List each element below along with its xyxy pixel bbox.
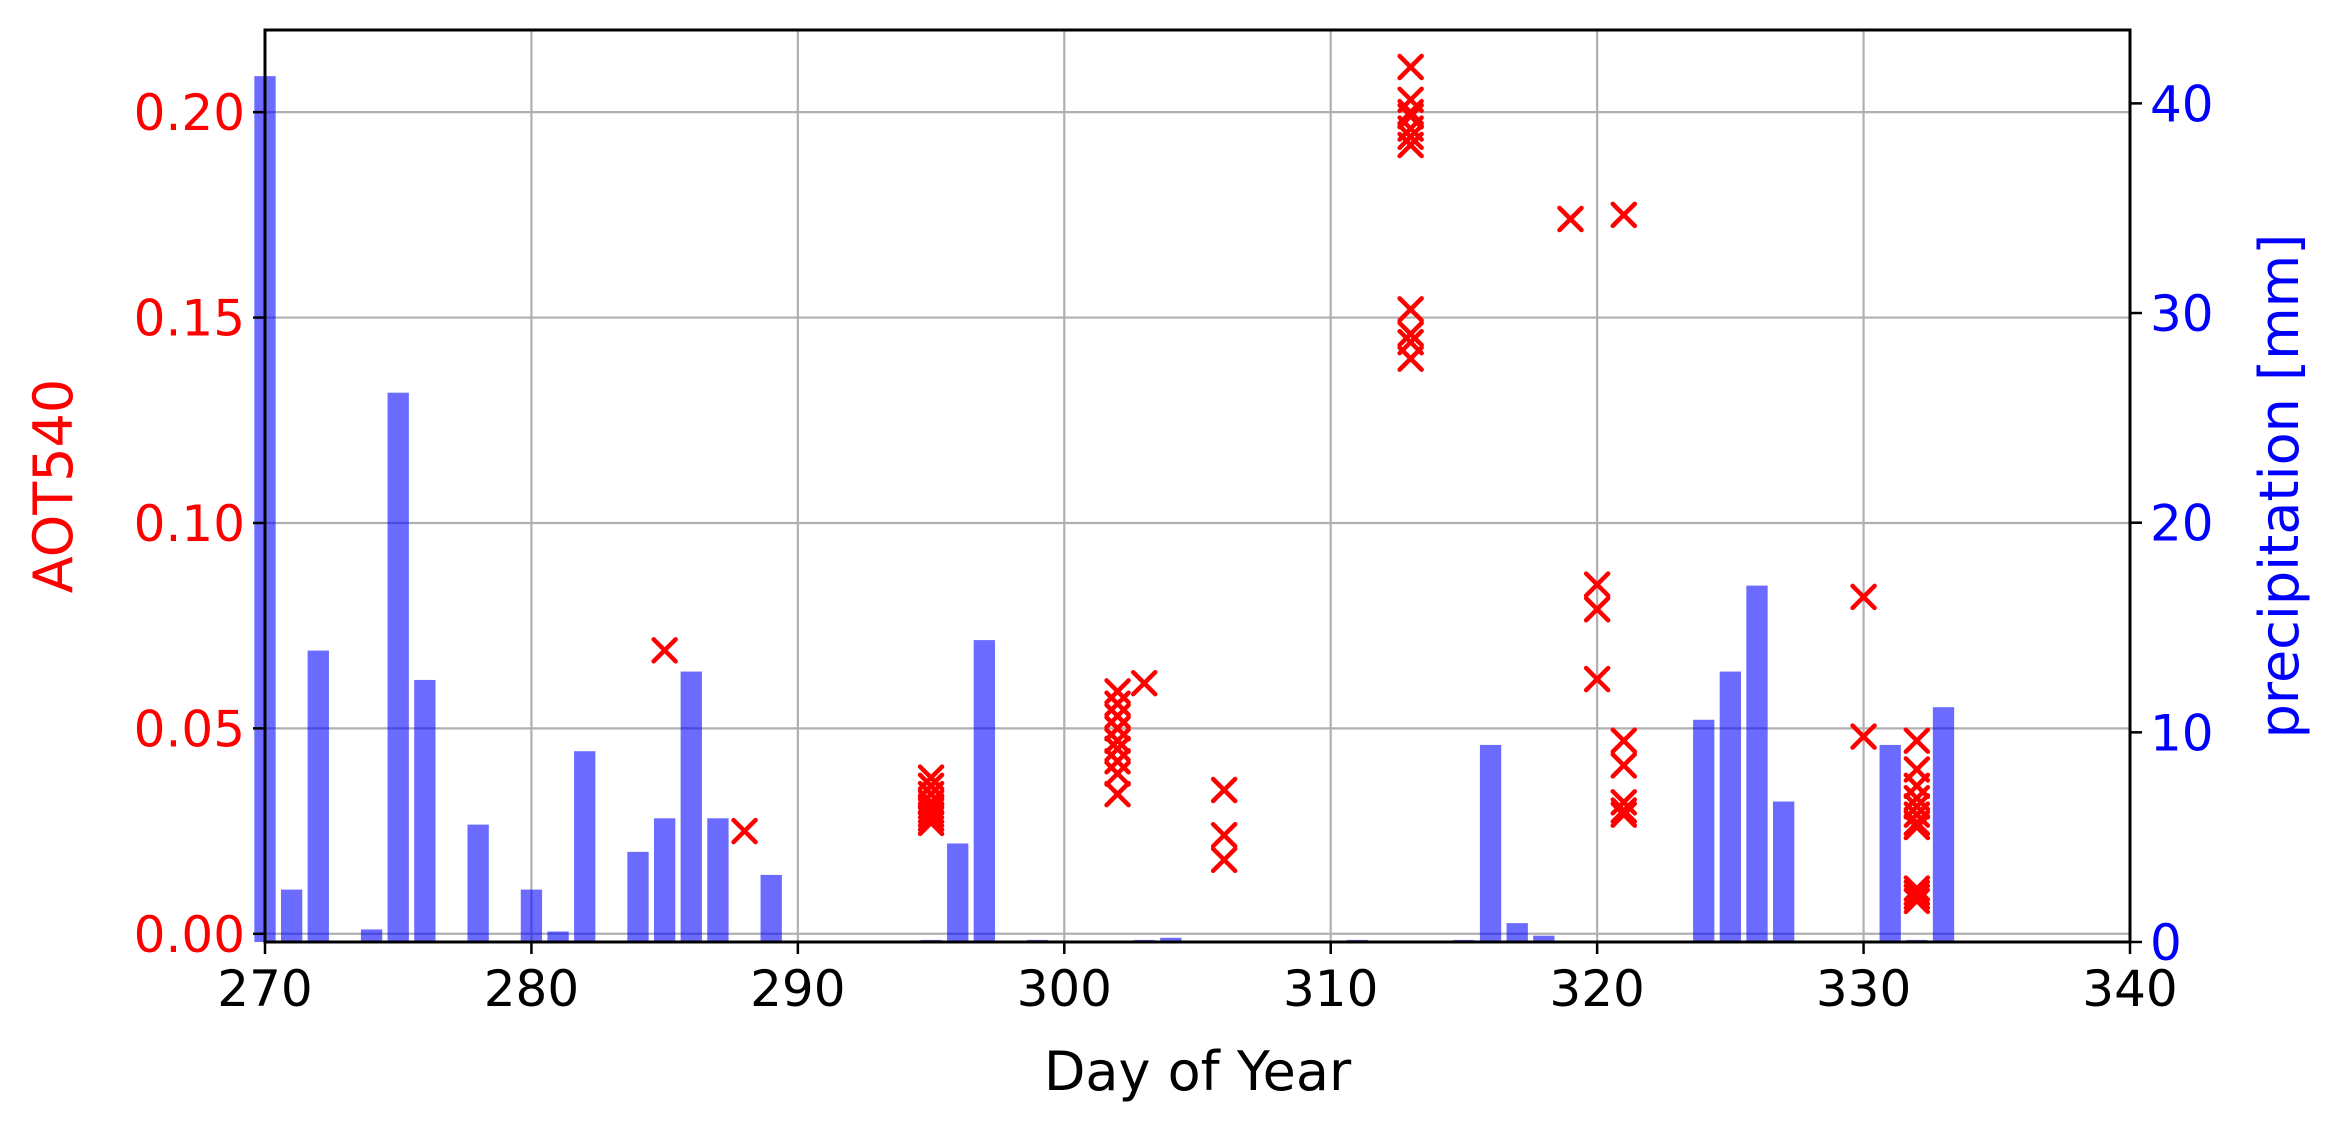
- aot540-point: [1210, 776, 1238, 804]
- precipitation-bar: [973, 640, 996, 942]
- aot540-point: [1610, 201, 1638, 229]
- precipitation-bar: [707, 818, 729, 942]
- aot540-point: [1850, 723, 1877, 750]
- x-tick-label: 290: [750, 960, 845, 1018]
- precipitation-bar: [1932, 707, 1955, 942]
- aot540-point: [917, 801, 945, 828]
- precipitation-bar: [1160, 937, 1182, 942]
- precipitation-bar: [1479, 744, 1502, 942]
- aot540-point: [1583, 665, 1611, 693]
- aot540-point: [1397, 98, 1424, 126]
- precipitation-bar: [574, 751, 596, 942]
- aot540-point: [1583, 571, 1611, 598]
- precipitation-bars: [254, 76, 1955, 942]
- precipitation-bar: [1879, 744, 1901, 942]
- x-tick-label: 330: [1816, 960, 1911, 1018]
- grid: [263, 30, 2132, 942]
- precipitation-bar: [414, 679, 436, 942]
- aot540-point: [1130, 669, 1158, 697]
- aot540-point: [1850, 583, 1877, 611]
- aot540-point: [1397, 123, 1424, 151]
- aot540-point: [1903, 809, 1931, 837]
- x-axis: 270 280 290 300 310 320 330 340: [217, 942, 2178, 1018]
- aot540-point: [1610, 727, 1638, 754]
- precipitation-bar: [1506, 923, 1528, 942]
- aot540-point: [917, 805, 945, 833]
- x-tick-label: 320: [1549, 960, 1644, 1018]
- aot540-points: [651, 53, 1931, 915]
- precipitation-bar: [627, 851, 649, 942]
- x-tick-label: 310: [1283, 960, 1378, 1018]
- left-y-axis: 0.00 0.05 0.10 0.15 0.20: [134, 84, 265, 964]
- precipitation-bar: [1693, 719, 1715, 942]
- aot540-point: [1397, 320, 1424, 348]
- right-y-tick-label: 10: [2150, 704, 2214, 762]
- aot540-point: [1397, 131, 1424, 159]
- left-y-tick-label: 0.20: [134, 84, 245, 142]
- aot540-point: [731, 817, 758, 845]
- precipitation-bar: [1746, 585, 1768, 942]
- aot540-point: [1610, 797, 1638, 824]
- right-y-axis-title: precipitation [mm]: [2248, 234, 2311, 739]
- precipitation-bar: [280, 889, 303, 942]
- aot540-point: [651, 637, 678, 664]
- aot540-point: [1104, 760, 1131, 787]
- aot540-point: [1557, 205, 1584, 233]
- precipitation-bar: [947, 843, 969, 942]
- precipitation-bar: [467, 824, 489, 942]
- precipitation-bar: [680, 671, 702, 942]
- aot540-point: [1104, 780, 1131, 808]
- precipitation-bar: [1719, 671, 1742, 942]
- aot540-point: [1903, 887, 1931, 915]
- precipitation-bar: [387, 392, 409, 942]
- right-y-tick-label: 40: [2150, 75, 2214, 133]
- x-tick-label: 270: [217, 960, 312, 1018]
- aot540-point: [1610, 801, 1638, 828]
- aot540-point: [1903, 727, 1931, 754]
- precipitation-bar: [1772, 801, 1795, 942]
- aot540-point: [1903, 883, 1931, 911]
- precipitation-bar: [360, 929, 383, 942]
- precipitation-bar: [653, 818, 676, 942]
- aot540-point: [1397, 345, 1424, 372]
- aot540-point: [1104, 727, 1131, 754]
- aot540-point: [1210, 821, 1238, 849]
- aot540-point: [1610, 752, 1638, 779]
- x-axis-title: Day of Year: [1044, 1040, 1352, 1103]
- right-y-tick-label: 0: [2150, 914, 2182, 972]
- left-y-tick-label: 0.00: [134, 906, 245, 964]
- right-y-axis: 0 10 20 30 40: [2130, 75, 2214, 972]
- x-tick-label: 340: [2082, 960, 2177, 1018]
- left-y-tick-label: 0.10: [134, 495, 245, 553]
- x-tick-label: 300: [1017, 960, 1112, 1018]
- left-y-axis-title: AOT540: [22, 379, 85, 594]
- right-y-tick-label: 20: [2150, 495, 2214, 553]
- aot540-point: [1397, 53, 1424, 81]
- aot540-point: [1397, 296, 1424, 323]
- aot540-point: [917, 809, 945, 837]
- aot540-point: [1210, 846, 1238, 874]
- aot540-point: [1583, 595, 1611, 623]
- precipitation-bar: [520, 889, 543, 942]
- aot540-point: [1903, 813, 1931, 841]
- precipitation-bar: [547, 931, 569, 942]
- precipitation-bar: [1533, 935, 1555, 942]
- right-y-tick-label: 30: [2150, 285, 2214, 343]
- plot-frame: [263, 28, 2132, 944]
- precipitation-bar: [760, 874, 782, 942]
- left-y-tick-label: 0.05: [134, 700, 245, 758]
- x-tick-label: 280: [484, 960, 579, 1018]
- left-y-tick-label: 0.15: [134, 290, 245, 348]
- precipitation-bar: [307, 650, 329, 942]
- aot540-point: [1903, 879, 1931, 906]
